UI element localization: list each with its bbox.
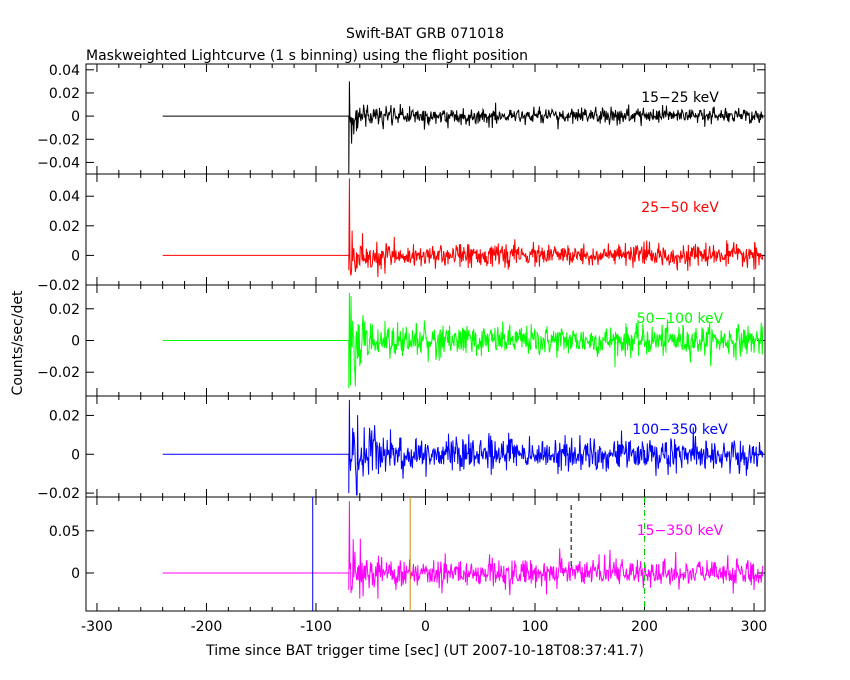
series-trace: [162, 81, 764, 175]
panel-3: 0.02 0 −0.02 50−100 keV: [37, 284, 766, 397]
x-axis-label: Time since BAT trigger time [sec] (UT 20…: [205, 643, 644, 659]
panel-2: 0.04 0.02 0 −0.02 25−50 keV: [37, 173, 766, 294]
y-tick-label: −0.02: [37, 278, 80, 294]
panel-frame: [85, 496, 766, 612]
y-tick-label: 0: [71, 334, 80, 350]
x-tick-label: -100: [300, 619, 332, 635]
series-trace: [162, 178, 764, 278]
y-tick-label: −0.02: [37, 132, 80, 148]
y-tick-label: 0: [71, 248, 80, 264]
band-label: 50−100 keV: [637, 311, 724, 327]
x-tick-label: -300: [81, 619, 113, 635]
y-tick-label: 0.02: [49, 219, 80, 235]
band-label: 15−25 keV: [641, 90, 719, 106]
y-tick-label: 0: [71, 566, 80, 582]
panel-1: 0.04 0.02 0 −0.02 −0.04 15−25 keV: [37, 63, 766, 175]
y-tick-label: 0.02: [49, 86, 80, 102]
y-tick-label: 0.02: [49, 302, 80, 318]
y-tick-label: 0.04: [49, 189, 80, 205]
panel-5: 0.05 0 15−350 keV: [49, 496, 766, 612]
y-tick-label: −0.02: [37, 486, 80, 502]
y-tick-label: 0.02: [49, 408, 80, 424]
band-label: 15−350 keV: [637, 523, 724, 539]
x-tick-label: 200: [631, 619, 658, 635]
panel-frame: [85, 173, 766, 286]
x-tick-label: 100: [522, 619, 549, 635]
panel-4: 0.02 0 −0.02 100−350 keV: [37, 395, 766, 502]
series-trace: [162, 399, 764, 496]
y-axis-label: Counts/sec/det: [10, 290, 26, 395]
x-tick-label: 300: [741, 619, 768, 635]
series-trace: [162, 292, 764, 389]
chart-title: Swift-BAT GRB 071018: [346, 26, 504, 42]
x-tick-label: -200: [191, 619, 223, 635]
y-tick-label: 0: [71, 109, 80, 125]
y-tick-label: 0: [71, 447, 80, 463]
band-label: 100−350 keV: [632, 422, 728, 438]
band-label: 25−50 keV: [641, 200, 719, 216]
series-trace: [162, 501, 764, 599]
y-tick-label: 0.04: [49, 63, 80, 79]
x-tick-label: 0: [421, 619, 430, 635]
y-tick-label: 0.05: [49, 524, 80, 540]
chart-subtitle: Maskweighted Lightcurve (1 s binning) us…: [86, 48, 528, 64]
y-tick-label: −0.02: [37, 365, 80, 381]
panels-group: 0.04 0.02 0 −0.02 −0.04 15−25 keV 0.04 0.02 0 −0.…: [37, 63, 767, 635]
y-tick-label: −0.04: [37, 155, 80, 171]
